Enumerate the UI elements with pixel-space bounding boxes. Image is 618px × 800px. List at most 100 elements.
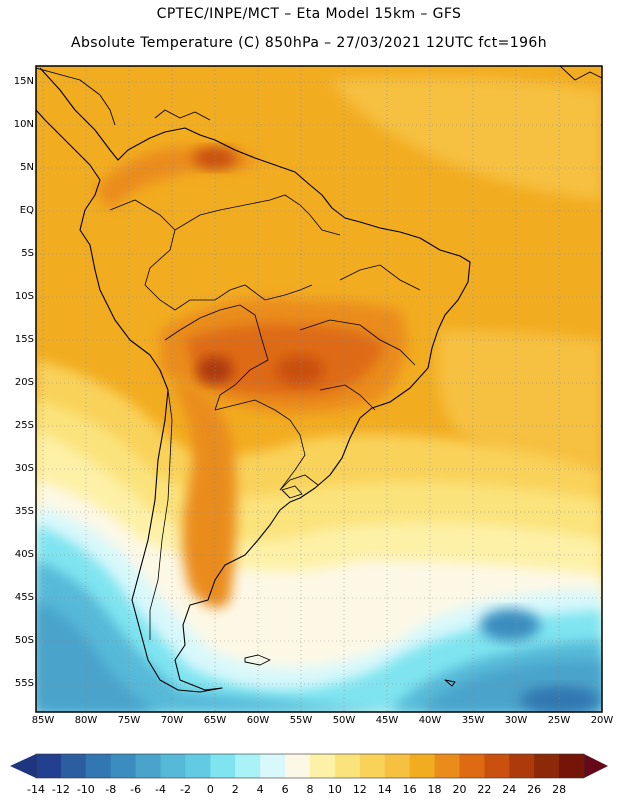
lat-label: 35S [14, 506, 34, 517]
colorbar-swatch [559, 754, 585, 778]
colorbar-swatch [235, 754, 261, 778]
border-brazil-states-central [299, 319, 416, 366]
border-bolivia [164, 304, 269, 411]
border-uruguay [279, 474, 319, 491]
colorbar-label: -8 [105, 783, 117, 796]
colorbar-swatch [135, 754, 162, 778]
colorbar-label: 18 [427, 783, 442, 796]
map-title-line-1: CPTEC/INPE/MCT – Eta Model 15km – GFS [156, 6, 462, 22]
lon-label: 50W [332, 715, 356, 726]
colorbar-left-arrow-icon [10, 754, 36, 778]
colorbar-label: -14 [27, 783, 45, 796]
colorbar-swatch [110, 754, 137, 778]
lat-label: 50S [14, 635, 34, 646]
lon-label: 70W [160, 715, 184, 726]
field-south-atlantic-band [437, 330, 602, 470]
colorbar-label: 8 [306, 783, 314, 796]
lagoa-dos-patos [281, 485, 303, 499]
border-brazil-states-south [319, 384, 376, 411]
lon-label: 65W [203, 715, 227, 726]
lon-label: 75W [117, 715, 141, 726]
african-coast-fragment [559, 66, 602, 81]
field-minus4c-zone [36, 560, 602, 712]
falkland-islands [244, 654, 271, 666]
colorbar-label: -2 [179, 783, 191, 796]
border-venezuela-guianas-brazil [174, 194, 341, 236]
field-minus6c-zone-west [36, 600, 160, 712]
colorbar-label: 14 [377, 783, 392, 796]
colorbar-swatch [484, 754, 510, 778]
south-america-coastline [36, 67, 471, 693]
colorbar-right-arrow-icon [584, 754, 608, 778]
lon-label: 35W [461, 715, 485, 726]
lon-label: 45W [375, 715, 399, 726]
lon-label: 25W [547, 715, 571, 726]
lon-label: 30W [504, 715, 528, 726]
border-chile-argentina [149, 389, 173, 640]
lat-label: 15N [13, 76, 34, 87]
colorbar-swatch [459, 754, 485, 778]
colorbar-swatch [285, 754, 311, 778]
colorbar-swatch [534, 754, 560, 778]
colorbar-label: 0 [206, 783, 214, 796]
map-frame [35, 65, 603, 713]
colorbar-label: 4 [256, 783, 264, 796]
colorbar-label: 28 [552, 783, 567, 796]
lon-label: 85W [31, 715, 55, 726]
border-peru-colombia-brazil [109, 199, 313, 311]
colorbar-label: 16 [402, 783, 417, 796]
colorbar-label: -10 [76, 783, 95, 796]
colorbar-label: -12 [51, 783, 70, 796]
lat-label: 40S [14, 549, 34, 560]
field-cold-core-southeast [520, 686, 600, 712]
colorbar-swatch [409, 754, 436, 778]
colorbar-label: 6 [281, 783, 289, 796]
lat-label: 10S [14, 291, 34, 302]
lat-label: 55S [14, 678, 34, 689]
lon-label: 60W [246, 715, 270, 726]
colorbar-label: 22 [477, 783, 492, 796]
colorbar-outline [35, 753, 585, 779]
colorbar-swatch [334, 754, 361, 778]
colorbar-swatch [85, 754, 112, 778]
lon-label: 40W [418, 715, 442, 726]
lat-label: 5S [21, 248, 34, 259]
field-north-atlantic-band [330, 76, 602, 200]
colorbar-label: 2 [231, 783, 239, 796]
border-paraguay-argentina-brazil [214, 399, 306, 491]
colorbar-swatch [160, 754, 186, 778]
field-0c-zone [36, 525, 602, 712]
colorbar-label: 24 [502, 783, 517, 796]
border-brazil-states-north [339, 264, 421, 291]
colorbar-label: 20 [452, 783, 467, 796]
colorbar-swatch [36, 754, 62, 778]
colorbar-swatch [60, 754, 87, 778]
lat-label: 15S [14, 334, 34, 345]
lat-label: EQ [19, 205, 34, 216]
colorbar-swatch [509, 754, 535, 778]
central-america-coastline [36, 67, 116, 126]
lat-label: 25S [14, 420, 34, 431]
lat-label: 30S [14, 463, 34, 474]
colorbar-swatch [260, 754, 286, 778]
colorbar-swatch [185, 754, 211, 778]
country-borders [109, 194, 421, 640]
map-title-line-2: Absolute Temperature (C) 850hPa – 27/03/… [70, 35, 547, 51]
colorbar-label: 10 [327, 783, 342, 796]
lat-label: 45S [14, 592, 34, 603]
colorbar-swatch [210, 754, 236, 778]
field-20c-zone-argentina [170, 380, 237, 608]
colorbar [10, 753, 608, 779]
south-georgia-island [444, 679, 456, 687]
colorbar-label: -4 [155, 783, 167, 796]
lat-label: 5N [20, 162, 34, 173]
lon-label: 80W [74, 715, 98, 726]
colorbar-label: 26 [527, 783, 542, 796]
lon-label: 55W [289, 715, 313, 726]
colorbar-swatch [434, 754, 460, 778]
lat-label: 20S [14, 377, 34, 388]
temperature-field [36, 66, 602, 712]
colorbar-swatch [359, 754, 386, 778]
colorbar-swatch [310, 754, 336, 778]
